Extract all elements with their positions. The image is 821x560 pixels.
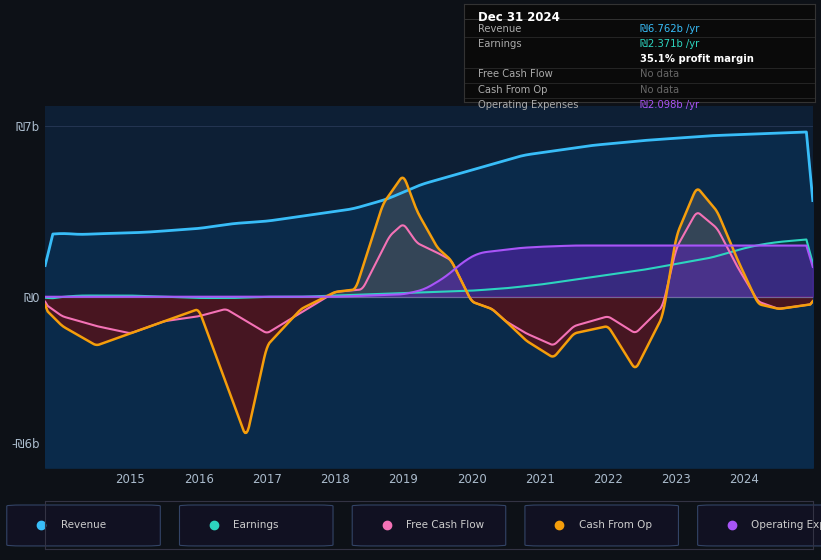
Text: No data: No data bbox=[640, 69, 679, 80]
Text: Operating Expenses: Operating Expenses bbox=[478, 100, 579, 110]
Text: Earnings: Earnings bbox=[233, 520, 278, 530]
Text: 35.1% profit margin: 35.1% profit margin bbox=[640, 54, 754, 64]
Text: ₪6.762b /yr: ₪6.762b /yr bbox=[640, 24, 699, 34]
FancyBboxPatch shape bbox=[698, 505, 821, 546]
Text: Cash From Op: Cash From Op bbox=[478, 85, 548, 95]
Text: Free Cash Flow: Free Cash Flow bbox=[406, 520, 484, 530]
Text: ₪2.098b /yr: ₪2.098b /yr bbox=[640, 100, 699, 110]
Text: Earnings: Earnings bbox=[478, 39, 521, 49]
Text: Free Cash Flow: Free Cash Flow bbox=[478, 69, 553, 80]
Text: No data: No data bbox=[640, 85, 679, 95]
Text: Revenue: Revenue bbox=[61, 520, 106, 530]
FancyBboxPatch shape bbox=[525, 505, 678, 546]
Text: ₪2.371b /yr: ₪2.371b /yr bbox=[640, 39, 699, 49]
FancyBboxPatch shape bbox=[180, 505, 333, 546]
FancyBboxPatch shape bbox=[7, 505, 160, 546]
Text: Dec 31 2024: Dec 31 2024 bbox=[478, 11, 560, 24]
FancyBboxPatch shape bbox=[352, 505, 506, 546]
Text: Revenue: Revenue bbox=[478, 24, 521, 34]
Text: Operating Expenses: Operating Expenses bbox=[751, 520, 821, 530]
Text: Cash From Op: Cash From Op bbox=[579, 520, 652, 530]
